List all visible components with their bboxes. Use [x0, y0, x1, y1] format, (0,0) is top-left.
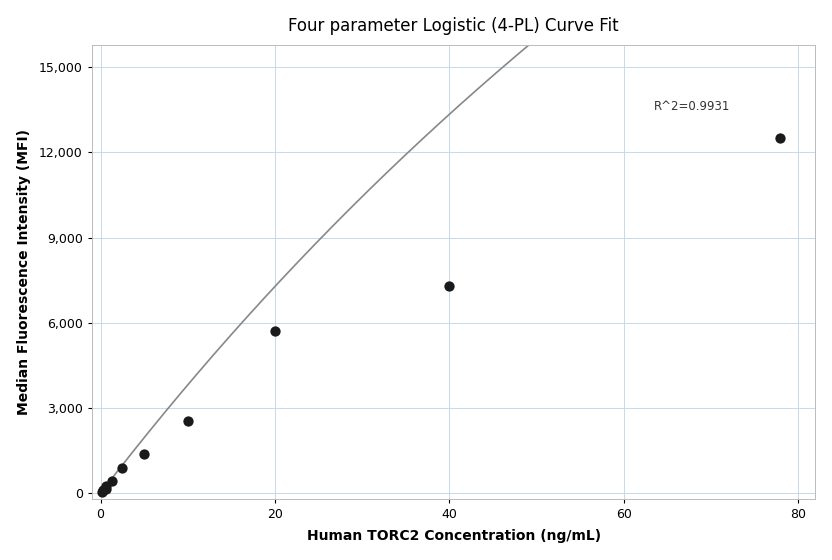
Title: Four parameter Logistic (4-PL) Curve Fit: Four parameter Logistic (4-PL) Curve Fit [289, 17, 619, 35]
Point [774, 134, 787, 143]
Point [443, 282, 456, 291]
Point [100, 484, 113, 493]
Point [181, 417, 195, 426]
Y-axis label: Median Fluorescence Intensity (MFI): Median Fluorescence Intensity (MFI) [17, 129, 31, 415]
Point [137, 449, 151, 458]
Point [97, 486, 110, 495]
Point [116, 463, 129, 472]
Point [100, 482, 113, 491]
Point [105, 476, 118, 485]
Text: R^2=0.9931: R^2=0.9931 [654, 100, 730, 113]
X-axis label: Human TORC2 Concentration (ng/mL): Human TORC2 Concentration (ng/mL) [306, 529, 601, 543]
Point [268, 327, 281, 336]
Point [96, 487, 109, 496]
